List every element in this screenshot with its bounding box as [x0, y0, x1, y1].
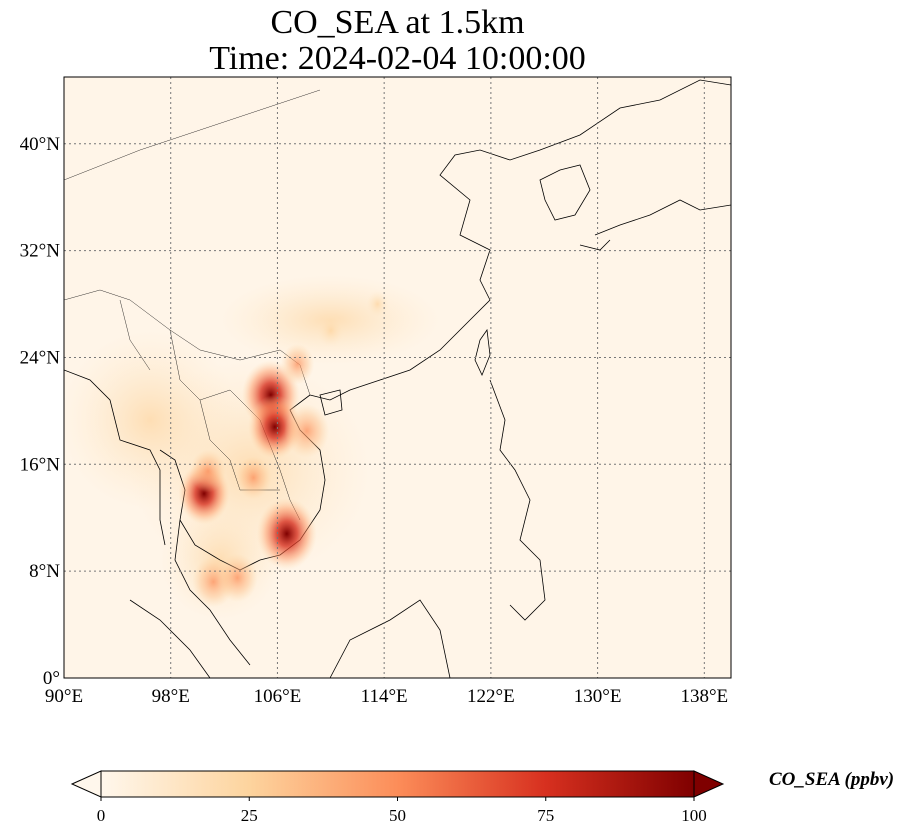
lat-tick-label: 32°N	[20, 241, 61, 262]
lat-tick-label: 0°	[43, 668, 60, 689]
hotspot-7	[235, 456, 272, 500]
gridlines	[64, 77, 731, 678]
lon-tick-label: 122°E	[467, 686, 515, 707]
lon-tick-label: 106°E	[254, 686, 302, 707]
lat-tick-label: 24°N	[20, 347, 61, 368]
latitude-tick-labels: 0° 8°N 16°N 24°N 32°N 40°N	[20, 134, 61, 689]
colorbar-extend-max	[693, 770, 725, 798]
hotspot-11	[366, 290, 389, 318]
colorbar-tick-label: 100	[681, 806, 707, 825]
hotspot-10	[317, 314, 345, 347]
colorbar: 0 25 50 75 100	[70, 770, 725, 825]
hotspot-9	[280, 343, 315, 385]
lon-tick-label: 138°E	[680, 686, 728, 707]
colorbar-tick-label: 75	[537, 806, 554, 825]
lon-tick-label: 130°E	[574, 686, 622, 707]
map-title: CO_SEA at 1.5km	[270, 4, 525, 41]
hotspot-4	[284, 404, 330, 458]
colorbar-ticks: 0 25 50 75 100	[97, 797, 707, 825]
lon-tick-label: 114°E	[361, 686, 408, 707]
hotspot-6	[217, 553, 258, 602]
map-frame	[63, 76, 732, 679]
lat-tick-label: 16°N	[20, 454, 61, 475]
hotspot-8	[190, 449, 226, 493]
colorbar-extend-min	[70, 770, 102, 798]
lon-tick-label: 90°E	[45, 686, 83, 707]
colorbar-label: CO_SEA (ppbv)	[769, 769, 895, 790]
lat-tick-label: 40°N	[20, 134, 61, 155]
colorbar-tick-label: 50	[389, 806, 406, 825]
colorbar-tick-label: 25	[241, 806, 258, 825]
colorbar-gradient	[100, 770, 695, 798]
map-area	[64, 77, 731, 678]
hotspot-2	[256, 497, 317, 570]
co-hotspots	[178, 290, 389, 608]
lon-tick-label: 98°E	[152, 686, 190, 707]
longitude-tick-labels: 90°E 98°E 106°E 114°E 122°E 130°E 138°E	[45, 686, 728, 707]
map-subtitle-time: Time: 2024-02-04 10:00:00	[209, 40, 586, 77]
colorbar-tick-label: 0	[97, 806, 106, 825]
lat-tick-label: 8°N	[29, 561, 60, 582]
